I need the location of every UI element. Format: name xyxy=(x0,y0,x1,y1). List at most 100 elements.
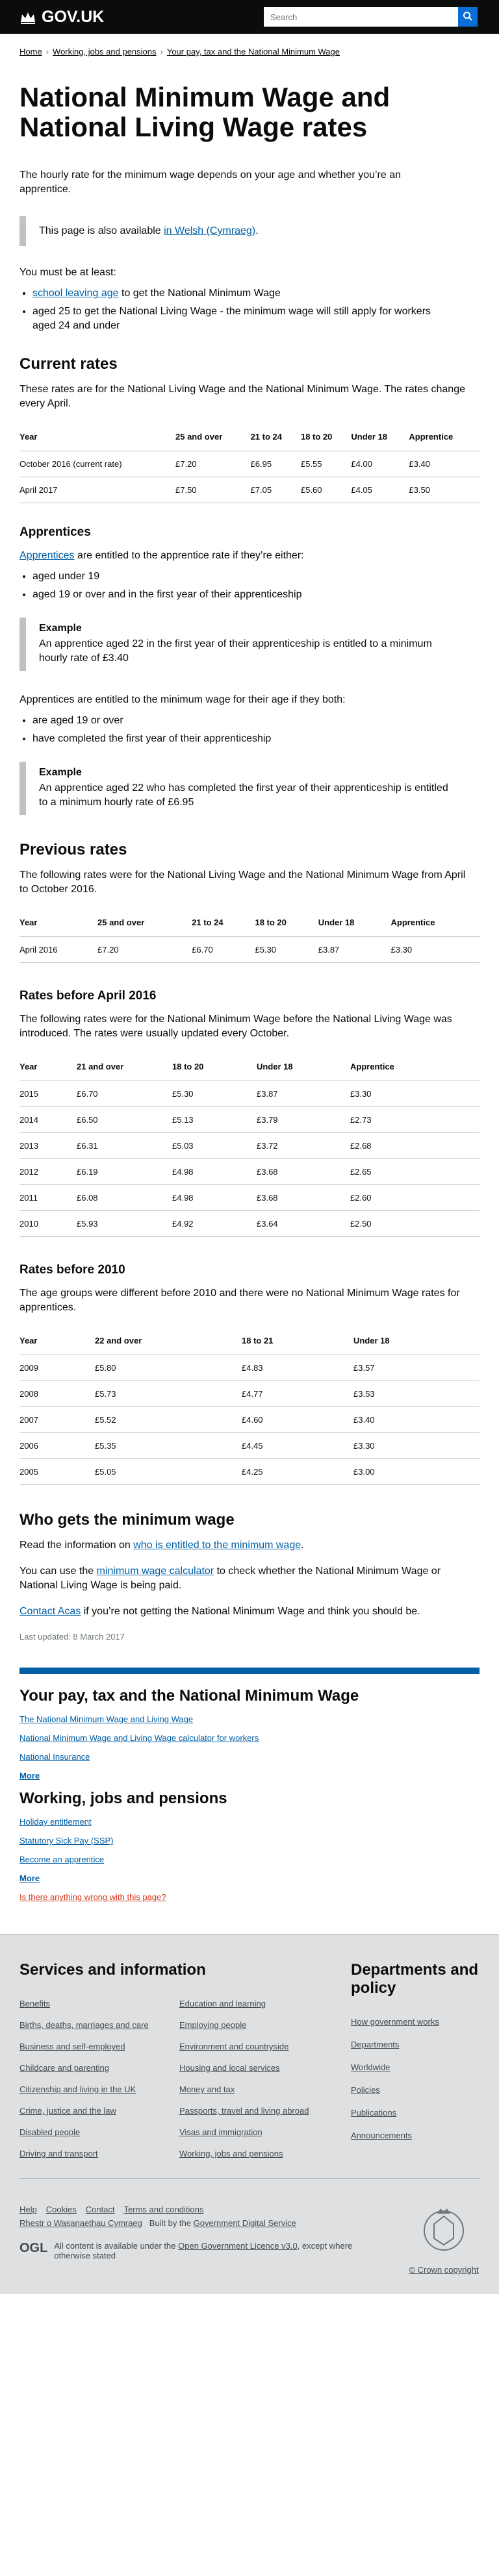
breadcrumb-pay-tax-nmw[interactable]: Your pay, tax and the National Minimum W… xyxy=(166,47,340,56)
table-row: 2014 £6.50 £5.13 £3.79 £2.73 xyxy=(19,1107,480,1133)
table-cell: £3.87 xyxy=(318,936,391,963)
ogl-link[interactable]: Open Government Licence v3.0 xyxy=(178,2241,298,2251)
footer-link[interactable]: Departments xyxy=(351,2040,400,2049)
footer-meta-link[interactable]: Terms and conditions xyxy=(123,2205,204,2214)
who-gets-p2: You can use the minimum wage calculator … xyxy=(19,1564,474,1593)
breadcrumb-separator-icon: › xyxy=(45,47,49,56)
table-cell: £2.68 xyxy=(350,1132,480,1159)
apprentices-link[interactable]: Apprentices xyxy=(19,550,75,561)
footer-link[interactable]: Money and tax xyxy=(179,2084,235,2094)
table-cell: £7.50 xyxy=(175,477,251,503)
column-header: 18 to 20 xyxy=(300,423,352,451)
footer-link[interactable]: Visas and immigration xyxy=(179,2127,262,2137)
related-link[interactable]: Statutory Sick Pay (SSP) xyxy=(19,1836,114,1845)
footer-link[interactable]: Business and self-employed xyxy=(19,2042,125,2051)
welsh-link[interactable]: in Welsh (Cymraeg) xyxy=(164,225,256,236)
text: You can use the xyxy=(19,1566,97,1577)
breadcrumb-working-jobs-pensions[interactable]: Working, jobs and pensions xyxy=(53,47,157,56)
table-cell: £5.60 xyxy=(300,477,352,503)
footer-services-heading: Services and information xyxy=(19,1961,206,1979)
footer-link[interactable]: Working, jobs and pensions xyxy=(179,2149,283,2158)
text: to check whether the National Minimum Wa… xyxy=(19,1566,441,1591)
table-cell: 2005 xyxy=(19,1458,95,1485)
table-cell: £3.68 xyxy=(257,1184,350,1211)
who-is-entitled-link[interactable]: who is entitled to the minimum wage xyxy=(133,1540,301,1551)
footer-link[interactable]: How government works xyxy=(351,2017,439,2027)
list-item: Announcements xyxy=(351,2131,480,2140)
example-text: An apprentice aged 22 who has completed … xyxy=(39,782,448,808)
footer-link[interactable]: Citizenship and living in the UK xyxy=(19,2084,136,2094)
column-header: 21 and over xyxy=(77,1053,172,1081)
table-cell: 2008 xyxy=(19,1381,95,1407)
column-header: Year xyxy=(19,1327,95,1355)
govuk-logo[interactable]: GOV.UK xyxy=(19,8,104,27)
footer-link[interactable]: Childcare and parenting xyxy=(19,2063,110,2073)
footer-link[interactable]: Births, deaths, marriages and care xyxy=(19,2020,149,2030)
table-cell: £3.30 xyxy=(353,1432,480,1459)
footer-meta-link[interactable]: Help xyxy=(19,2205,37,2214)
search-input[interactable] xyxy=(264,7,458,27)
footer-link[interactable]: Environment and countryside xyxy=(179,2042,289,2051)
gds-link[interactable]: Government Digital Service xyxy=(193,2218,296,2228)
footer-link[interactable]: Worldwide xyxy=(351,2062,390,2072)
footer-departments: Departments and policy How government wo… xyxy=(351,1961,480,2158)
footer-services-list: Benefits Education and learning Births, … xyxy=(19,1999,331,2158)
footer-link[interactable]: Employing people xyxy=(179,2020,247,2030)
report-problem-link[interactable]: Is there anything wrong with this page? xyxy=(19,1892,166,1902)
footer-link[interactable]: Benefits xyxy=(19,1999,50,2008)
footer-departments-heading: Departments and policy xyxy=(351,1961,479,1997)
footer-link[interactable]: Housing and local services xyxy=(179,2063,280,2073)
example-title: Example xyxy=(39,767,82,778)
example-callout: Example An apprentice aged 22 in the fir… xyxy=(19,618,461,671)
related-link[interactable]: National Insurance xyxy=(19,1752,90,1762)
example-callout: Example An apprentice aged 22 who has co… xyxy=(19,762,461,815)
table-row: 2012 £6.19 £4.98 £3.68 £2.65 xyxy=(19,1158,480,1185)
footer-meta-link[interactable]: Rhestr o Wasanaethau Cymraeg xyxy=(19,2218,142,2228)
related-link[interactable]: The National Minimum Wage and Living Wag… xyxy=(19,1714,194,1724)
list-item: More xyxy=(19,1873,480,1883)
footer-meta-link[interactable]: Cookies xyxy=(45,2205,77,2214)
table-header-row: Year 25 and over 21 to 24 18 to 20 Under… xyxy=(19,908,480,937)
crown-icon xyxy=(19,10,36,25)
current-rates-table: Year 25 and over 21 to 24 18 to 20 Under… xyxy=(19,423,480,503)
related-more-link[interactable]: More xyxy=(19,1771,40,1781)
feedback: Is there anything wrong with this page? xyxy=(19,1892,480,1902)
footer-link[interactable]: Passports, travel and living abroad xyxy=(179,2106,309,2116)
minimum-wage-calculator-link[interactable]: minimum wage calculator xyxy=(96,1566,214,1577)
main-content: Home › Working, jobs and pensions › Your… xyxy=(0,34,499,1902)
search-button[interactable] xyxy=(458,7,478,27)
footer-link[interactable]: Publications xyxy=(351,2108,397,2118)
contact-acas-link[interactable]: Contact Acas xyxy=(19,1606,81,1617)
footer-link[interactable]: Crime, justice and the law xyxy=(19,2106,116,2116)
breadcrumb-home[interactable]: Home xyxy=(19,47,42,56)
rates-before-2016-heading: Rates before April 2016 xyxy=(19,989,157,1003)
copyright-link[interactable]: © Crown copyright xyxy=(409,2265,479,2275)
school-leaving-age-link[interactable]: school leaving age xyxy=(32,288,119,299)
related-link[interactable]: National Minimum Wage and Living Wage ca… xyxy=(19,1733,259,1743)
list-item: Statutory Sick Pay (SSP) xyxy=(19,1836,480,1845)
column-header: 21 to 24 xyxy=(192,908,255,937)
table-cell: £3.53 xyxy=(353,1381,480,1407)
footer-link[interactable]: Announcements xyxy=(351,2131,412,2140)
related-more-link[interactable]: More xyxy=(19,1873,40,1883)
related-link[interactable]: Holiday entitlement xyxy=(19,1817,92,1827)
logo-text: GOV.UK xyxy=(42,8,105,26)
footer-link[interactable]: Disabled people xyxy=(19,2127,81,2137)
table-cell: £4.45 xyxy=(242,1432,353,1459)
table-cell: £5.55 xyxy=(300,451,352,477)
footer-link[interactable]: Education and learning xyxy=(179,1999,266,2008)
footer-link[interactable]: Driving and transport xyxy=(19,2149,98,2158)
welsh-callout: This page is also available in Welsh (Cy… xyxy=(19,216,429,246)
apprentices-list: aged under 19 aged 19 or over and in the… xyxy=(19,569,442,602)
list-item: Become an apprentice xyxy=(19,1855,480,1864)
related-link[interactable]: Become an apprentice xyxy=(19,1855,105,1864)
table-cell: 2012 xyxy=(19,1158,77,1185)
list-item: aged under 19 xyxy=(32,569,442,584)
column-header: Under 18 xyxy=(351,423,409,451)
table-cell: £3.30 xyxy=(350,1081,480,1107)
footer-meta-link[interactable]: Contact xyxy=(85,2205,115,2214)
apprentices-intro-2: Apprentices are entitled to the minimum … xyxy=(19,694,346,705)
related-list: The National Minimum Wage and Living Wag… xyxy=(19,1714,480,1781)
text: . xyxy=(301,1540,304,1551)
footer-link[interactable]: Policies xyxy=(351,2085,380,2095)
